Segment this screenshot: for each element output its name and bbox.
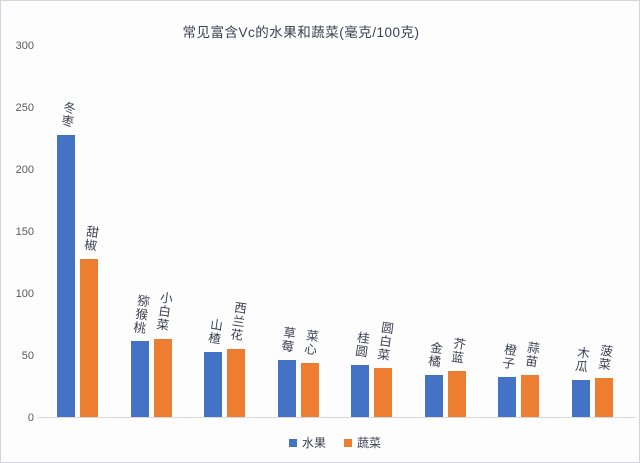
legend-item-fruit: 水果 bbox=[288, 434, 326, 451]
fruit-bar-label: 桂圆 bbox=[351, 329, 370, 359]
chart-title: 常见富含Vc的水果和蔬菜(毫克/100克) bbox=[182, 25, 420, 40]
vegetable-bar-label: 芥蓝 bbox=[448, 336, 467, 365]
vegetable-bar-label: 圆白菜 bbox=[374, 320, 394, 363]
bar-group: 草莓 菜心 bbox=[262, 46, 336, 418]
vegetable-bar-label: 菜心 bbox=[301, 328, 320, 358]
vegetable-column: 甜椒 bbox=[80, 224, 99, 418]
bar-group: 木瓜 菠菜 bbox=[556, 46, 630, 418]
y-axis-tick-label: 50 bbox=[21, 350, 34, 362]
fruit-column: 冬枣 bbox=[57, 100, 76, 418]
legend-fruit-label: 水果 bbox=[301, 436, 326, 450]
vegetable-bar bbox=[374, 368, 393, 418]
bar-group: 桂圆 圆白菜 bbox=[335, 46, 409, 418]
fruit-bar bbox=[571, 379, 590, 418]
fruit-bar bbox=[424, 374, 443, 418]
fruit-bar bbox=[351, 364, 370, 418]
vegetable-column: 圆白菜 bbox=[374, 320, 394, 418]
fruit-bar bbox=[57, 135, 76, 418]
legend-vegetable-label: 蔬菜 bbox=[357, 436, 382, 450]
vegetable-column: 芥蓝 bbox=[447, 336, 467, 418]
fruit-bar bbox=[277, 359, 296, 418]
fruit-swatch-icon bbox=[288, 438, 297, 447]
fruit-bar bbox=[204, 352, 223, 418]
bar-group: 金橘 芥蓝 bbox=[409, 46, 483, 418]
fruit-column: 猕猴桃 bbox=[130, 292, 151, 418]
bar-group: 橙子 蒜苗 bbox=[482, 46, 556, 418]
bar-group: 猕猴桃 小白菜 bbox=[115, 46, 189, 418]
fruit-column: 木瓜 bbox=[571, 344, 591, 418]
y-axis-tick-label: 300 bbox=[15, 40, 34, 52]
fruit-bar bbox=[498, 377, 517, 418]
plot-area: 冬枣 甜椒 猕猴桃 小白菜 山楂 西兰花 草莓 菜心 桂圆 圆白菜 金橘 芥蓝 橙子 蒜苗 木瓜 菠菜 bbox=[41, 46, 629, 418]
fruit-bar bbox=[130, 341, 149, 418]
fruit-column: 橙子 bbox=[498, 342, 517, 418]
vegetable-bar bbox=[447, 370, 466, 418]
fruit-bar-label: 冬枣 bbox=[57, 100, 76, 130]
vegetable-column: 菜心 bbox=[300, 328, 320, 418]
fruit-bar-label: 橙子 bbox=[498, 342, 517, 372]
vegetable-bar bbox=[80, 259, 99, 418]
vegetable-column: 西兰花 bbox=[227, 300, 247, 418]
y-axis-tick-label: 100 bbox=[15, 288, 34, 300]
fruit-column: 桂圆 bbox=[351, 329, 370, 418]
y-axis-tick-label: 0 bbox=[27, 412, 34, 424]
fruit-bar-label: 草莓 bbox=[278, 324, 297, 354]
vegetable-bar-label: 西兰花 bbox=[227, 300, 247, 343]
fruit-column: 山楂 bbox=[204, 317, 223, 418]
vegetable-bar bbox=[300, 363, 319, 418]
vegetable-bar-label: 小白菜 bbox=[153, 290, 174, 333]
legend-item-vegetable: 蔬菜 bbox=[344, 434, 381, 451]
vegetable-bar-label: 甜椒 bbox=[80, 224, 99, 254]
fruit-bar-label: 山楂 bbox=[204, 317, 223, 347]
bar-group: 山楂 西兰花 bbox=[188, 46, 262, 418]
fruit-column: 草莓 bbox=[277, 324, 297, 418]
vegetable-column: 菠菜 bbox=[594, 343, 614, 418]
vegetable-swatch-icon bbox=[344, 438, 352, 447]
vegetable-bar bbox=[227, 348, 246, 418]
bar-group: 冬枣甜椒 bbox=[41, 46, 115, 418]
fruit-bar-label: 金橘 bbox=[425, 339, 444, 369]
fruit-column: 金橘 bbox=[424, 339, 444, 418]
y-axis-tick-label: 250 bbox=[15, 102, 34, 114]
vegetable-column: 蒜苗 bbox=[521, 339, 540, 418]
vegetable-bar bbox=[153, 338, 172, 418]
x-axis-line bbox=[37, 417, 636, 418]
y-axis-tick-label: 200 bbox=[15, 164, 34, 176]
legend: 水果 蔬菜 bbox=[41, 434, 629, 451]
vegetable-bar bbox=[521, 374, 540, 418]
y-axis-tick-label: 150 bbox=[15, 226, 34, 238]
vegetable-bar-label: 蒜苗 bbox=[521, 339, 540, 369]
vegetable-bar-label: 菠菜 bbox=[595, 343, 614, 373]
vegetable-column: 小白菜 bbox=[153, 290, 174, 418]
fruit-bar-label: 猕猴桃 bbox=[130, 292, 151, 335]
vegetable-bar bbox=[594, 378, 613, 418]
fruit-bar-label: 木瓜 bbox=[572, 344, 591, 374]
